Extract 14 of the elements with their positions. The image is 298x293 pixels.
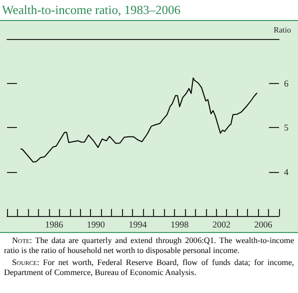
- source-note: Source: For net worth, Federal Reserve Board, flow of funds data; for income, Department of Commerce, Bureau of Economic Analysis.: [4, 258, 294, 278]
- x-tick-label: 1990: [86, 220, 106, 230]
- text: Note: The data are quarterly and extend through 2006:Q1. The wealth-to-income ratio is the ratio of household net worth to disposable personal income.: [4, 236, 294, 256]
- y-tick-label: 4: [284, 166, 289, 177]
- x-tick-label: 2002: [212, 220, 230, 230]
- line-series: [20, 77, 258, 163]
- x-tick-label: 2006: [254, 220, 273, 230]
- y-axis-title: Ratio: [274, 26, 291, 34]
- x-tick-label: 1998: [170, 220, 190, 230]
- chart-title: Wealth-to-income ratio, 1983–2006: [2, 3, 180, 18]
- y-tick-label: 5: [284, 122, 289, 132]
- x-tick-label: 1994: [128, 220, 148, 230]
- x-tick-label: 1986: [45, 220, 64, 230]
- y-tick-label: 6: [284, 78, 289, 88]
